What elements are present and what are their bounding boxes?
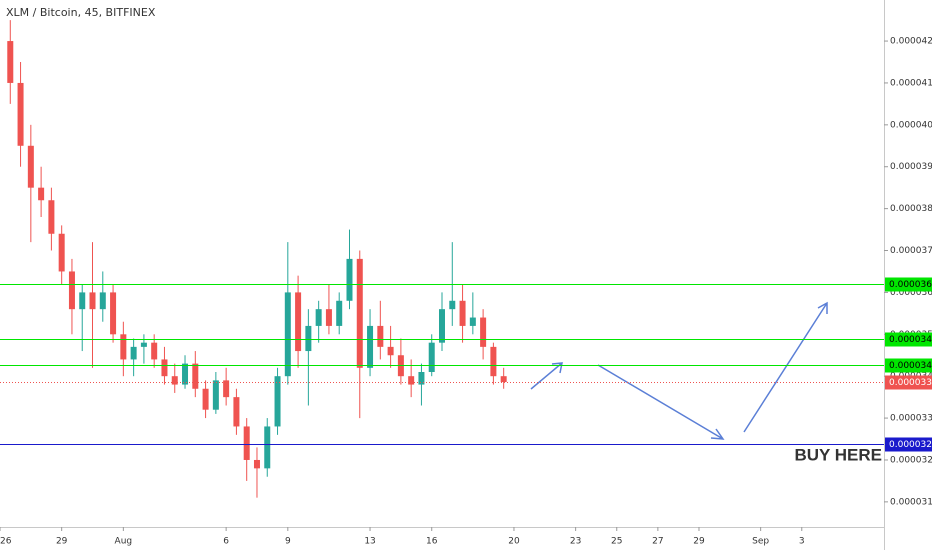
candle-body [346, 258, 353, 301]
candle-body [439, 309, 445, 343]
projection-arrows [530, 301, 828, 440]
candle-body [17, 82, 24, 146]
candle-body [356, 258, 363, 368]
candle-body [7, 41, 14, 83]
candle-body [418, 372, 425, 385]
level-label: 0.00003488 [889, 335, 932, 345]
candle-body [449, 300, 456, 310]
arrow [530, 362, 563, 390]
y-tick-label: 0.00003300 [890, 414, 932, 424]
candle-body [171, 376, 178, 385]
candle-body [459, 300, 466, 326]
chart-title: XLM / Bitcoin, 45, BITFINEX [6, 6, 156, 19]
candle-body [79, 292, 86, 310]
y-tick-label: 0.00003600 [890, 288, 932, 298]
candle-body [325, 309, 332, 326]
candle-body [274, 376, 281, 427]
y-tick-label: 0.00003700 [890, 246, 932, 256]
candle-body [336, 300, 343, 326]
candle-body [99, 292, 106, 310]
x-tick-label: 16 [426, 537, 438, 547]
x-tick-label: 27 [652, 537, 663, 547]
x-tick-label: Sep [752, 537, 769, 547]
x-tick-label: 29 [56, 537, 68, 547]
x-tick-label: 29 [693, 537, 705, 547]
candle-body [387, 346, 394, 356]
candle-body [428, 342, 435, 372]
candle-body [480, 317, 487, 347]
candle-body [305, 325, 312, 352]
candle-body [182, 363, 189, 385]
level-label-bg [885, 375, 932, 390]
candle-body [367, 325, 374, 368]
level-label: 0.00003426 [889, 361, 932, 371]
arrow [743, 301, 828, 433]
candle-body [264, 426, 271, 469]
candle-body [120, 334, 127, 360]
y-tick-label: 0.00003100 [890, 497, 932, 507]
candle-body [377, 325, 384, 347]
candle-body [89, 292, 96, 310]
arrow [597, 364, 725, 440]
level-label: 0.00003620 [889, 280, 932, 290]
candle-body [27, 145, 34, 188]
candle-body [192, 363, 199, 389]
x-tick-label: 23 [570, 537, 581, 547]
candle-body [408, 376, 415, 385]
x-tick-label: Aug [115, 537, 133, 547]
y-tick-label: 0.00003200 [890, 455, 932, 465]
y-tick-label: 0.00004100 [890, 78, 932, 88]
candle-body [490, 346, 497, 377]
x-tick-label: 6 [223, 537, 229, 547]
y-tick-label: 0.00004000 [890, 120, 932, 130]
x-tick-label: 13 [364, 537, 375, 547]
candle-body [161, 359, 168, 377]
annotation: BUY HERE [794, 445, 882, 464]
candle-body [130, 346, 137, 360]
level-label-bg [885, 437, 932, 452]
x-tick-label: 9 [285, 537, 291, 547]
candle-body [58, 233, 65, 272]
level-label: 0.00003386 [889, 378, 932, 388]
y-tick-label: 0.00003900 [890, 162, 932, 172]
level-label-bg [885, 277, 932, 292]
candle-body [202, 388, 209, 410]
candle-body [151, 342, 158, 360]
candle-body [243, 426, 250, 460]
candle-body [233, 397, 240, 427]
level-label: 0.00003239 [889, 440, 932, 450]
candle-body [223, 380, 230, 398]
candle-body [48, 200, 55, 234]
x-tick-label: 20 [508, 537, 520, 547]
candle-body [38, 187, 45, 201]
candle-body [295, 292, 302, 352]
candle-body [212, 380, 219, 410]
x-tick-label: 26 [0, 537, 12, 547]
candle-body [500, 376, 507, 383]
x-tick-label: 3 [799, 537, 805, 547]
candle-body [68, 271, 75, 310]
y-tick-label: 0.00003800 [890, 204, 932, 214]
x-tick-label: 25 [611, 537, 622, 547]
y-tick-label: 0.00004200 [890, 37, 932, 47]
level-label-bg [885, 332, 932, 347]
candle-body [110, 292, 117, 335]
candle-body [469, 317, 476, 326]
candle-body [284, 292, 291, 377]
candle-body [253, 459, 260, 469]
level-label-bg [885, 358, 932, 373]
candle-body [140, 342, 147, 347]
candle-body [315, 309, 322, 326]
